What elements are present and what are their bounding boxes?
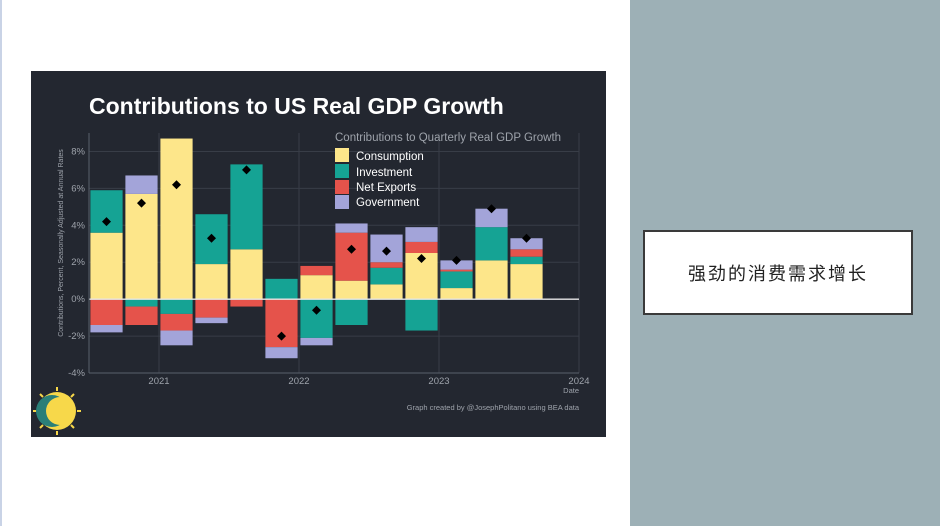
legend-swatch-consumption: [335, 148, 349, 162]
bar-government: [405, 227, 438, 242]
credit-text: Graph created by @JosephPolitano using B…: [407, 403, 580, 412]
sun-logo: [33, 387, 81, 435]
total-marker: [277, 331, 286, 341]
bar-investment: [405, 299, 438, 331]
bar-consumption: [475, 260, 508, 300]
bar-government: [475, 208, 508, 228]
bar-government: [300, 337, 333, 346]
bar-net-exports: [440, 269, 473, 272]
bar-investment: [475, 227, 508, 261]
bar-net-exports: [370, 262, 403, 268]
bar-government: [195, 317, 228, 324]
side-panel: 强劲的消费需求增长: [630, 0, 940, 526]
bar-investment: [265, 278, 298, 300]
total-marker: [102, 217, 111, 227]
bar-net-exports: [510, 249, 543, 257]
total-marker: [487, 204, 496, 214]
bar-investment: [160, 299, 193, 314]
bars: [90, 138, 543, 359]
x-axis-label: Date: [563, 386, 579, 395]
x-tick-label: 2022: [288, 376, 309, 387]
x-tick-label: 2021: [148, 376, 169, 387]
total-marker: [312, 305, 321, 315]
bar-government: [510, 238, 543, 250]
bar-consumption: [195, 264, 228, 300]
bar-investment: [230, 164, 263, 250]
legend-title: Contributions to Quarterly Real GDP Grow…: [335, 132, 561, 144]
total-markers: [102, 165, 531, 341]
y-tick-label: 0%: [71, 294, 85, 305]
bar-consumption: [440, 288, 473, 300]
y-tick-label: 2%: [71, 257, 85, 268]
bar-consumption: [90, 232, 123, 300]
legend: Contributions to Quarterly Real GDP Grow…: [335, 132, 561, 209]
legend-label-consumption: Consumption: [356, 151, 424, 163]
bar-investment: [300, 299, 333, 338]
bar-investment: [510, 256, 543, 265]
total-marker: [382, 246, 391, 256]
legend-swatch-net-exports: [335, 180, 349, 194]
bar-consumption: [230, 249, 263, 300]
chart: -4% -2% 0% 2% 4% 6% 8% 2021 2022 2023 2024 Contri…: [33, 93, 590, 435]
total-marker: [137, 198, 146, 208]
y-tick-label: 6%: [71, 183, 85, 194]
bar-net-exports: [405, 241, 438, 253]
legend-swatch-government: [335, 195, 349, 209]
bar-net-exports: [90, 299, 123, 325]
caption-box: 强劲的消费需求增长: [643, 230, 913, 315]
legend-swatch-investment: [335, 164, 349, 178]
bar-government: [160, 330, 193, 346]
bar-investment: [125, 299, 158, 307]
bar-net-exports: [335, 232, 368, 281]
bar-government: [125, 175, 158, 194]
y-axis: -4% -2% 0% 2% 4% 6% 8%: [68, 133, 90, 379]
total-marker: [172, 180, 181, 190]
bar-net-exports: [160, 313, 193, 331]
bar-consumption: [335, 280, 368, 300]
bar-consumption: [510, 264, 543, 300]
legend-label-government: Government: [356, 197, 420, 209]
bar-net-exports: [125, 306, 158, 325]
slide: -4% -2% 0% 2% 4% 6% 8% 2021 2022 2023 2024 Contri…: [0, 0, 606, 526]
total-marker: [347, 244, 356, 254]
x-axis: 2021 2022 2023 2024: [89, 372, 590, 387]
total-marker: [207, 233, 216, 243]
y-tick-label: -4%: [68, 368, 85, 379]
bar-consumption: [300, 275, 333, 300]
bar-net-exports: [195, 299, 228, 318]
y-tick-label: -2%: [68, 331, 85, 342]
y-tick-label: 8%: [71, 146, 85, 157]
bar-net-exports: [230, 299, 263, 307]
y-axis-label: Contributions, Percent, Seasonally Adjus…: [58, 149, 65, 337]
chart-title: Contributions to US Real GDP Growth: [89, 93, 504, 119]
bar-government: [335, 223, 368, 233]
bar-government: [440, 260, 473, 270]
bar-government: [265, 347, 298, 359]
legend-label-net-exports: Net Exports: [356, 182, 416, 194]
x-tick-label: 2023: [428, 376, 449, 387]
bar-investment: [335, 299, 368, 325]
bar-consumption: [125, 193, 158, 300]
bar-investment: [370, 267, 403, 285]
bar-investment: [90, 190, 123, 233]
bar-consumption: [160, 138, 193, 300]
y-tick-label: 4%: [71, 220, 85, 231]
bar-government: [90, 325, 123, 333]
chart-panel: -4% -2% 0% 2% 4% 6% 8% 2021 2022 2023 2024 Contri…: [31, 71, 606, 437]
x-tick-label: 2024: [568, 376, 589, 387]
total-marker: [242, 165, 251, 175]
bar-net-exports: [300, 265, 333, 276]
caption-text: 强劲的消费需求增长: [688, 263, 868, 285]
total-marker: [522, 233, 531, 243]
bar-investment: [440, 271, 473, 289]
bar-consumption: [370, 284, 403, 300]
legend-label-investment: Investment: [356, 167, 413, 179]
total-marker: [452, 255, 461, 265]
